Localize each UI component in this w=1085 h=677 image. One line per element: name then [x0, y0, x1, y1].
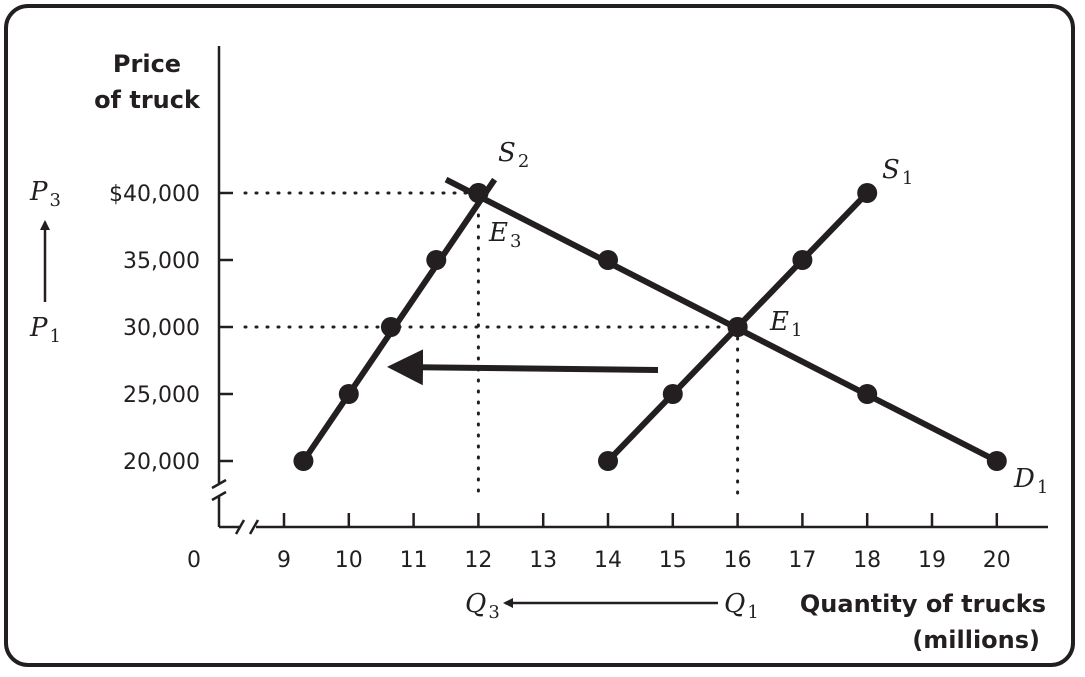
- d1-point: [468, 183, 489, 203]
- x-axis-title-line1: Quantity of trucks: [800, 590, 1046, 618]
- s1-point: [792, 250, 813, 270]
- s2-point: [293, 451, 314, 471]
- x-tick-label: 13: [529, 548, 557, 573]
- y-tick-label: 25,000: [123, 383, 200, 408]
- y-axis-break-mark-2: [211, 490, 227, 502]
- d1-curve: [444, 176, 999, 464]
- d1-point: [727, 317, 748, 337]
- s2-point: [338, 384, 359, 404]
- x-tick-label: 16: [724, 548, 752, 573]
- x-axis-title-line2: (millions): [912, 626, 1040, 654]
- x-tick-label: 12: [464, 548, 492, 573]
- y-tick-label: $40,000: [109, 182, 200, 207]
- s2-curve: [300, 177, 498, 463]
- dotted-guides: [243, 191, 740, 500]
- d1-point: [986, 451, 1007, 471]
- y-axis-break-mark-1: [211, 478, 227, 490]
- y-tick-label: 30,000: [123, 316, 200, 341]
- x-tick-label: 18: [853, 548, 881, 573]
- s2-point: [380, 317, 401, 337]
- axes: [211, 46, 1048, 535]
- y-tick-label: 20,000: [123, 450, 200, 475]
- supply-shift-arrow: [387, 349, 659, 386]
- x-tick-label: 9: [277, 548, 291, 573]
- y-axis-title-line2: of truck: [94, 86, 201, 114]
- s1-point: [662, 384, 683, 404]
- d1-point: [857, 384, 878, 404]
- s2-point: [426, 250, 447, 270]
- x-tick-label: 15: [659, 548, 687, 573]
- x-tick-label: 14: [594, 548, 622, 573]
- x-axis-break-mark-1: [234, 519, 246, 535]
- x-origin-label: 0: [187, 548, 201, 573]
- ticks: 9 10 11 12 13 14 15 16 17 18 19 20 20,000 25,000 30,00…: [109, 182, 1011, 573]
- s1-point: [857, 183, 878, 203]
- data-points: [293, 183, 1007, 471]
- x-axis-break-mark-2: [248, 519, 260, 535]
- y-axis-title-line1: Price: [113, 50, 181, 78]
- x-tick-label: 20: [983, 548, 1011, 573]
- x-tick-label: 19: [918, 548, 946, 573]
- y-tick-label: 35,000: [123, 249, 200, 274]
- chart-frame: [4, 4, 1075, 667]
- x-tick-label: 10: [335, 548, 363, 573]
- d1-point: [598, 250, 618, 270]
- x-tick-label: 11: [400, 548, 428, 573]
- s1-point: [598, 451, 618, 471]
- curves: [300, 176, 999, 464]
- x-tick-label: 17: [788, 548, 816, 573]
